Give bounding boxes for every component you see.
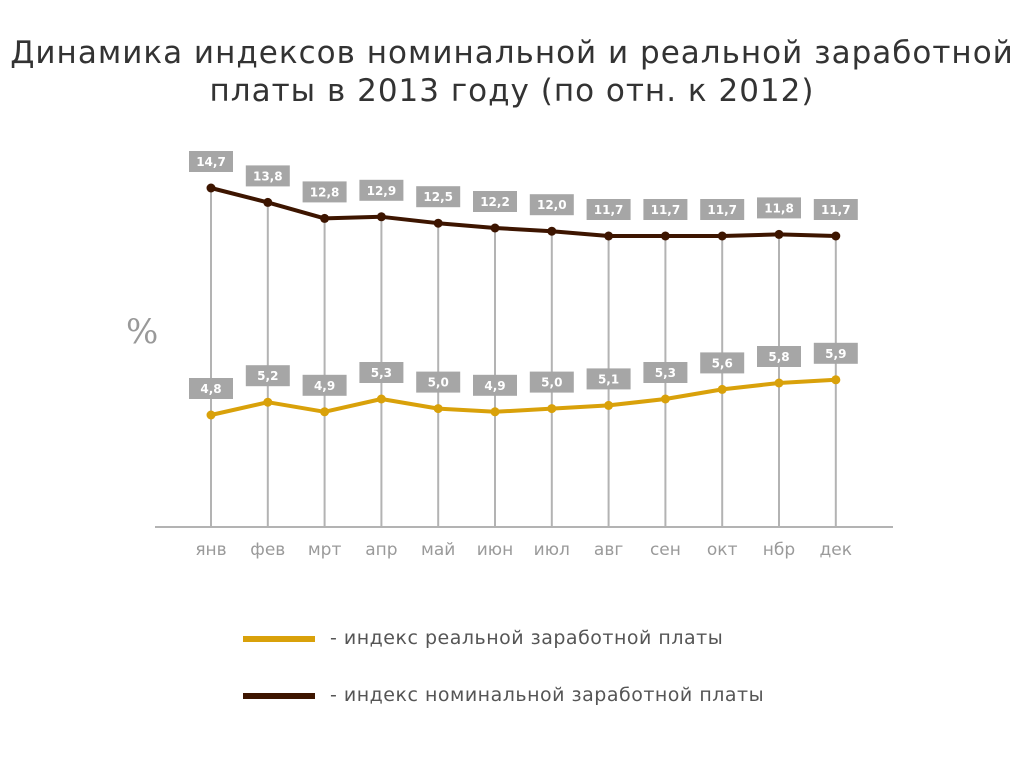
data-label-box: [189, 151, 233, 172]
data-point: [774, 229, 784, 239]
data-label-box: [416, 186, 461, 208]
data-label-box: [473, 191, 517, 212]
data-label: 11,7: [707, 203, 737, 217]
data-point: [604, 400, 614, 410]
data-label: 11,7: [594, 203, 624, 217]
data-point: [263, 197, 273, 207]
data-label: 11,7: [821, 203, 851, 217]
data-point: [717, 231, 727, 241]
y-axis-label: %: [126, 312, 159, 352]
data-point: [831, 231, 841, 241]
data-label: 5,2: [257, 369, 278, 383]
data-label-box: [359, 179, 404, 201]
data-label-box: [189, 378, 233, 399]
data-point: [547, 404, 557, 414]
data-label-box: [813, 199, 858, 220]
data-point: [433, 404, 443, 414]
data-label: 12,8: [310, 185, 340, 199]
data-point: [263, 397, 273, 407]
data-point: [320, 213, 330, 223]
data-point: [660, 231, 670, 241]
data-label: 5,8: [768, 350, 789, 364]
data-label: 14,7: [196, 155, 226, 169]
data-point: [490, 223, 500, 233]
data-point: [433, 218, 443, 228]
x-tick-label: фев: [250, 540, 285, 560]
x-tick-label: сен: [650, 540, 681, 560]
data-label-box: [700, 199, 745, 220]
data-label-box: [473, 374, 517, 396]
data-label: 5,6: [712, 356, 733, 370]
data-label: 11,7: [651, 203, 681, 217]
data-label-box: [643, 199, 688, 220]
data-point: [206, 183, 216, 193]
legend-swatch-nominal: [243, 692, 315, 699]
legend-label-nominal: - индекс номинальной заработной платы: [330, 684, 765, 706]
series-line: [210, 186, 836, 238]
data-label-box: [302, 374, 347, 396]
x-tick-label: окт: [707, 540, 738, 560]
data-label-box: [700, 352, 745, 374]
data-label: 4,9: [314, 379, 335, 393]
data-point: [774, 378, 784, 388]
data-label-box: [529, 371, 574, 393]
x-tick-label: нбр: [763, 540, 795, 560]
data-label: 5,3: [655, 366, 676, 380]
x-tick-label: авг: [594, 540, 623, 560]
data-label: 4,9: [484, 379, 505, 393]
data-label-box: [245, 365, 290, 387]
data-label: 11,8: [764, 201, 794, 215]
data-label: 12,9: [367, 184, 397, 198]
data-point: [547, 226, 557, 236]
x-tick-label: апр: [365, 540, 397, 560]
data-label-box: [813, 342, 858, 364]
chart-title: Динамика индексов номинальной и реальной…: [10, 35, 1014, 109]
data-point: [376, 212, 386, 222]
data-label: 5,9: [825, 347, 846, 361]
data-label-box: [302, 181, 347, 203]
legend-label-real: - индекс реальной заработной платы: [330, 627, 724, 649]
data-label: 12,2: [480, 195, 510, 209]
data-label-box: [586, 368, 631, 390]
x-tick-label: май: [421, 540, 455, 560]
data-point: [376, 394, 386, 404]
data-label-box: [757, 346, 801, 367]
data-label-box: [529, 194, 574, 216]
data-label: 5,0: [428, 376, 449, 390]
data-point: [831, 375, 841, 385]
x-tick-label: мрт: [308, 540, 342, 560]
data-label: 12,5: [423, 190, 453, 204]
x-tick-label: июл: [534, 540, 570, 560]
data-label: 13,8: [253, 169, 283, 183]
x-tick-label: июн: [477, 540, 513, 560]
data-point: [717, 384, 727, 394]
data-label: 12,0: [537, 198, 567, 212]
data-label: 5,0: [541, 376, 562, 390]
legend-item-nominal: - индекс номинальной заработной платы: [243, 684, 764, 706]
data-label-box: [643, 362, 688, 383]
data-label-box: [586, 199, 631, 220]
data-label: 5,3: [371, 366, 392, 380]
data-point: [660, 394, 670, 404]
series-line: [210, 377, 836, 417]
legend-item-real: - индекс реальной заработной платы: [243, 627, 723, 649]
data-label-box: [416, 371, 461, 393]
data-label: 4,8: [200, 382, 221, 396]
x-tick-label: дек: [820, 540, 852, 560]
data-label-box: [359, 362, 404, 383]
data-label-box: [757, 197, 801, 219]
data-point: [320, 407, 330, 417]
x-tick-label: янв: [195, 540, 226, 560]
data-point: [206, 410, 216, 420]
data-point: [490, 407, 500, 417]
data-point: [604, 231, 614, 241]
legend-swatch-real: [243, 635, 315, 642]
data-label-box: [245, 165, 290, 187]
data-label: 5,1: [598, 372, 619, 386]
